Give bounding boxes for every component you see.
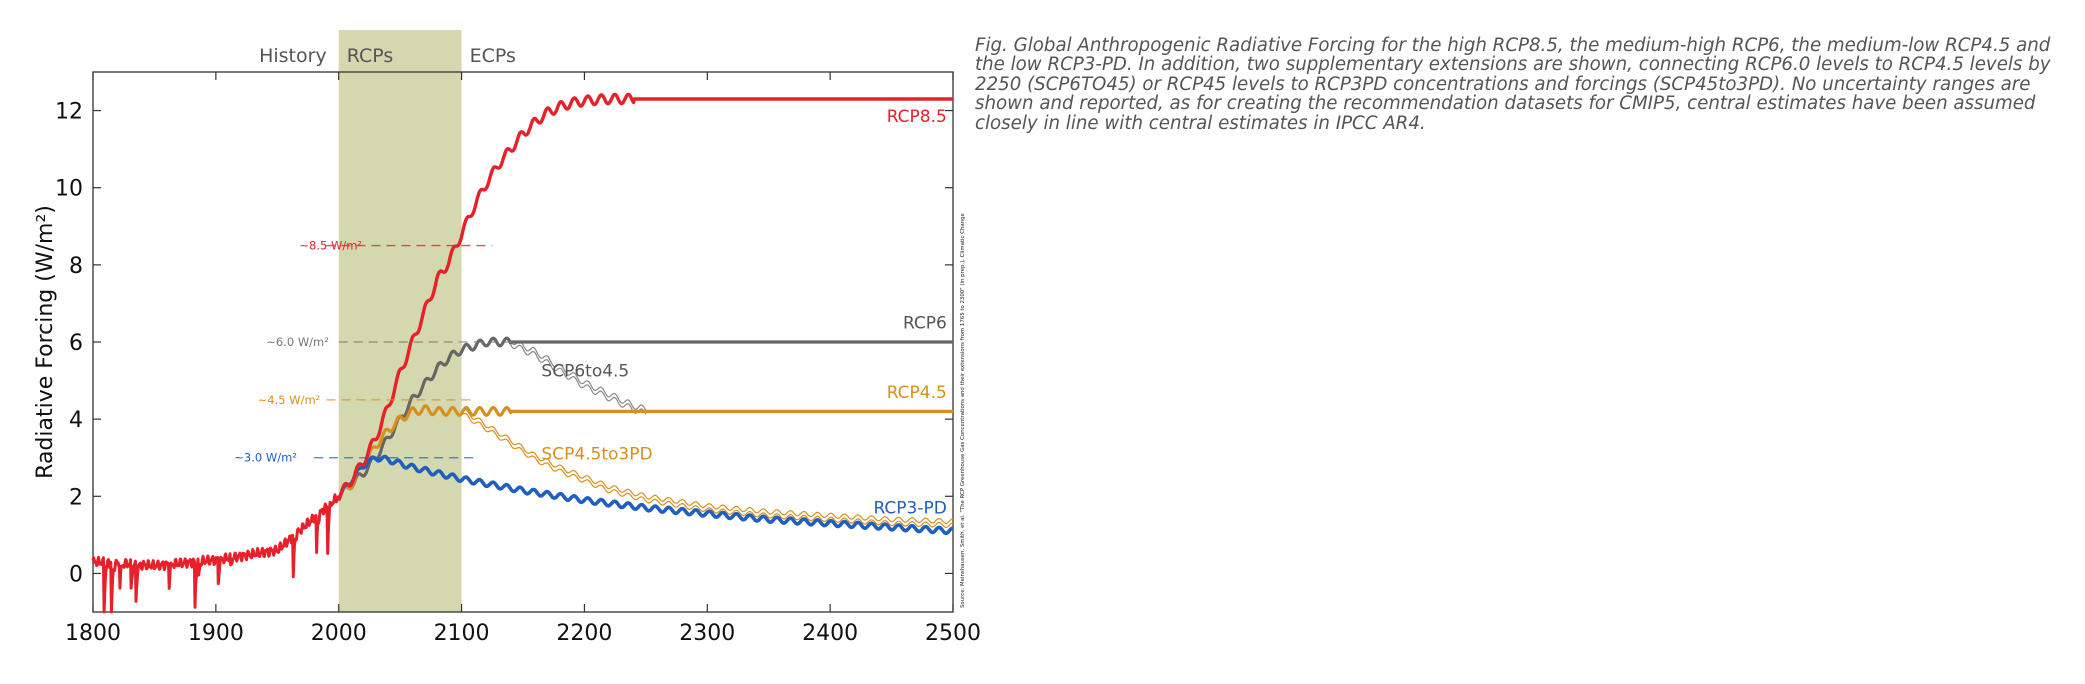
rcp-period-band [338,30,462,612]
region-label-rcps: RCPs [347,45,394,67]
level-label: ~8.5 W/m² [299,239,362,253]
level-label: ~4.5 W/m² [258,393,321,407]
y-tick-label: 12 [55,100,83,125]
series-line-scp4-5to3pd-b [461,413,953,529]
series-label: RCP3-PD [873,499,946,519]
y-axis-label: Radiative Forcing (W/m²) [33,205,58,479]
y-tick-label: 6 [69,331,83,356]
x-tick-label: 2200 [556,621,612,646]
y-tick-label: 0 [69,562,83,587]
series-label: RCP6 [903,314,947,334]
series-label: SCP4.5to3PD [541,445,652,465]
series-label: RCP4.5 [887,383,947,403]
y-tick-label: 10 [55,177,83,202]
level-label: ~3.0 W/m² [234,451,297,465]
series-line-scp6to4-5-b [510,344,647,415]
series-line-historical [91,493,341,614]
series-line-scp4-5to3pd [461,409,953,525]
series-line-rcp6 [337,336,954,501]
series-line-rcp8-5 [337,92,955,502]
y-tick-label: 4 [69,408,83,433]
x-tick-label: 1900 [188,621,244,646]
x-tick-label: 2100 [434,621,490,646]
series-line-rcp4-5 [337,404,954,501]
radiative-forcing-chart: History RCPs ECPs 1800 1900 2000 2100 2200 2300 2… [0,0,980,684]
x-tick-label: 1800 [65,621,121,646]
y-tick-label: 2 [69,485,83,510]
region-label-history: History [259,45,327,67]
region-label-ecps: ECPs [470,45,516,67]
x-tick-label: 2000 [311,621,367,646]
source-note: Source: Meinshausen, Smith, et al. "The … [960,212,966,608]
level-label: ~6.0 W/m² [266,335,329,349]
series-label: SCP6to4.5 [541,362,629,382]
y-tick-label: 8 [69,254,83,279]
series-line-rcp3-pd [337,454,955,535]
series-line-scp6to4-5 [510,340,647,411]
figure-caption: Fig. Global Anthropogenic Radiative Forc… [975,35,2051,134]
x-tick-label: 2400 [802,621,858,646]
x-tick-label: 2500 [925,621,980,646]
x-tick-label: 2300 [679,621,735,646]
series-label: RCP8.5 [887,107,947,127]
